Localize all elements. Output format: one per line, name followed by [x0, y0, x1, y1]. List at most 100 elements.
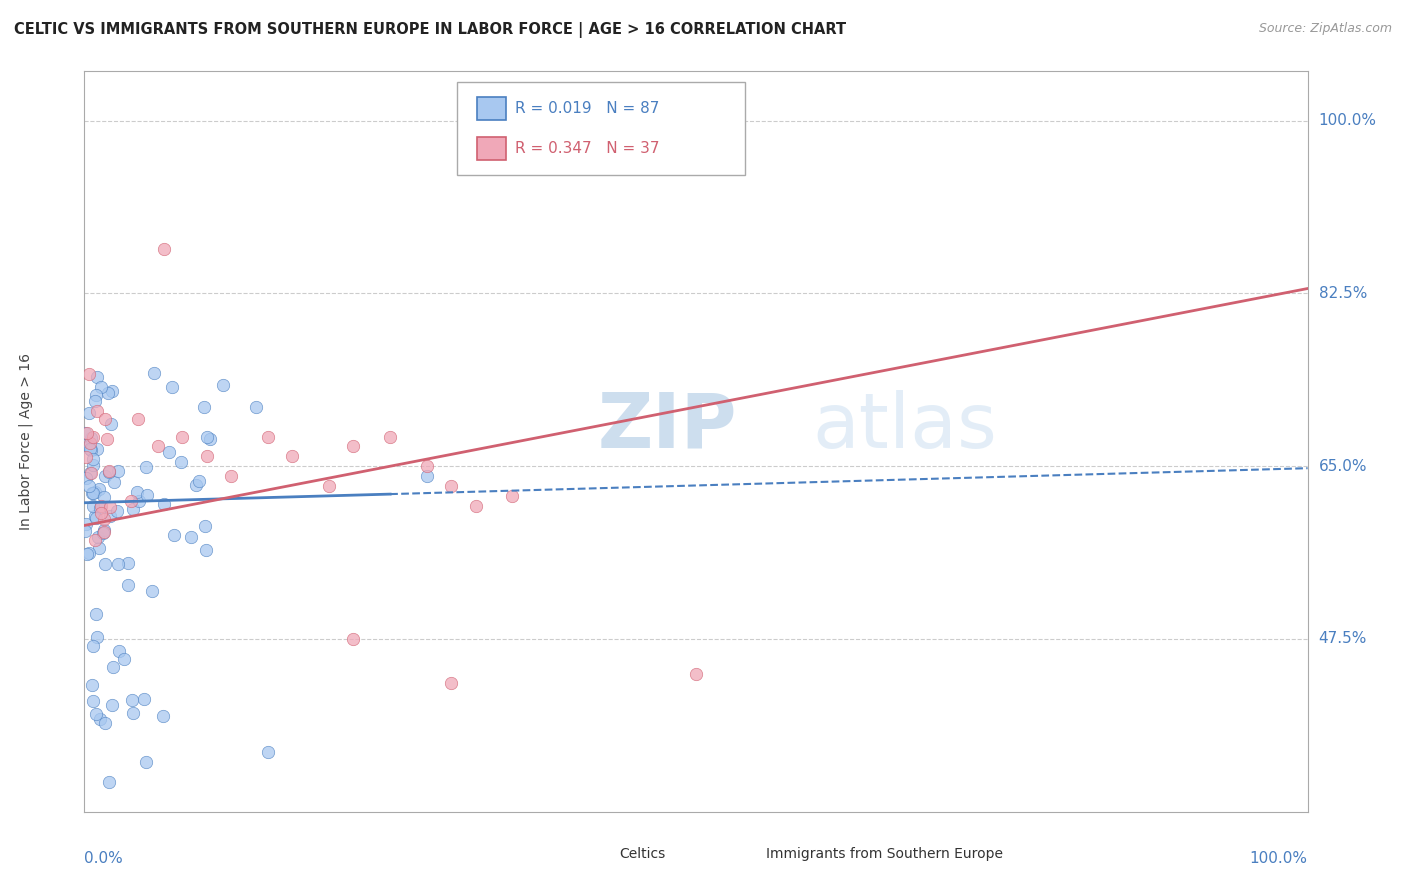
Text: 47.5%: 47.5%	[1319, 632, 1367, 647]
Point	[87, 530, 110, 544]
Point	[84, 607, 107, 622]
Point	[98, 464, 121, 478]
Point	[162, 528, 184, 542]
Point	[112, 652, 135, 666]
Point	[342, 632, 364, 646]
Point	[108, 644, 131, 658]
Point	[440, 676, 463, 690]
Point	[79, 431, 101, 445]
Point	[87, 482, 110, 496]
Point	[128, 494, 150, 508]
Point	[79, 479, 101, 493]
Point	[219, 469, 242, 483]
Point	[77, 368, 100, 382]
Point	[120, 493, 142, 508]
Point	[685, 666, 707, 681]
Point	[281, 450, 304, 464]
Point	[84, 394, 107, 409]
Text: In Labor Force | Age > 16: In Labor Force | Age > 16	[18, 353, 34, 530]
Point	[86, 369, 108, 384]
Point	[257, 746, 280, 760]
Point	[135, 756, 157, 770]
Point	[93, 558, 115, 572]
Point	[97, 775, 120, 789]
Point	[93, 523, 115, 537]
Point	[172, 429, 194, 443]
Point	[502, 489, 524, 503]
Text: R = 0.019   N = 87: R = 0.019 N = 87	[515, 101, 659, 116]
FancyBboxPatch shape	[585, 845, 612, 863]
Point	[122, 706, 145, 720]
Text: R = 0.347   N = 37: R = 0.347 N = 37	[515, 141, 659, 156]
Point	[198, 432, 221, 446]
Point	[90, 500, 112, 514]
Point	[82, 452, 104, 467]
Point	[86, 630, 108, 644]
Point	[75, 425, 97, 440]
Point	[82, 458, 104, 472]
Point	[82, 486, 104, 500]
Point	[184, 478, 207, 492]
Point	[82, 639, 104, 653]
Point	[194, 543, 217, 558]
Point	[103, 475, 125, 489]
Point	[105, 504, 128, 518]
Point	[82, 678, 104, 692]
Point	[76, 548, 98, 562]
Point	[188, 474, 211, 488]
Point	[101, 384, 124, 398]
Point	[195, 429, 218, 443]
Point	[82, 430, 104, 444]
Point	[84, 388, 107, 402]
Text: 100.0%: 100.0%	[1319, 113, 1376, 128]
Point	[93, 524, 115, 539]
Point	[79, 442, 101, 456]
Point	[195, 450, 218, 464]
Point	[180, 530, 202, 544]
Point	[91, 525, 114, 540]
Point	[82, 694, 104, 708]
Point	[153, 242, 176, 256]
Point	[94, 469, 117, 483]
Point	[93, 490, 115, 504]
Point	[98, 465, 121, 479]
Point	[122, 502, 145, 516]
Text: CELTIC VS IMMIGRANTS FROM SOUTHERN EUROPE IN LABOR FORCE | AGE > 16 CORRELATION : CELTIC VS IMMIGRANTS FROM SOUTHERN EUROP…	[14, 22, 846, 38]
Text: Celtics: Celtics	[619, 847, 665, 861]
Point	[101, 698, 124, 712]
Point	[193, 400, 215, 414]
Point	[79, 466, 101, 480]
Point	[84, 508, 107, 523]
Point	[77, 546, 100, 560]
Point	[342, 440, 364, 454]
Point	[107, 557, 129, 571]
Text: 100.0%: 100.0%	[1250, 851, 1308, 865]
FancyBboxPatch shape	[457, 82, 745, 175]
Point	[80, 443, 103, 458]
Point	[380, 429, 402, 443]
Point	[143, 366, 166, 380]
FancyBboxPatch shape	[731, 845, 758, 863]
Point	[94, 411, 117, 425]
Point	[125, 484, 148, 499]
Point	[157, 444, 180, 458]
Point	[245, 400, 267, 414]
Point	[257, 429, 280, 443]
Point	[117, 556, 139, 570]
Text: Source: ZipAtlas.com: Source: ZipAtlas.com	[1258, 22, 1392, 36]
Point	[117, 577, 139, 591]
Point	[162, 380, 184, 394]
Point	[84, 707, 107, 722]
Point	[464, 499, 486, 513]
Point	[82, 500, 104, 514]
Point	[93, 512, 115, 526]
Point	[100, 417, 122, 432]
Point	[79, 467, 101, 481]
Point	[141, 583, 163, 598]
Point	[153, 497, 176, 511]
Point	[75, 450, 97, 464]
Point	[107, 464, 129, 478]
Point	[121, 693, 143, 707]
Point	[211, 378, 233, 392]
Point	[170, 455, 193, 469]
